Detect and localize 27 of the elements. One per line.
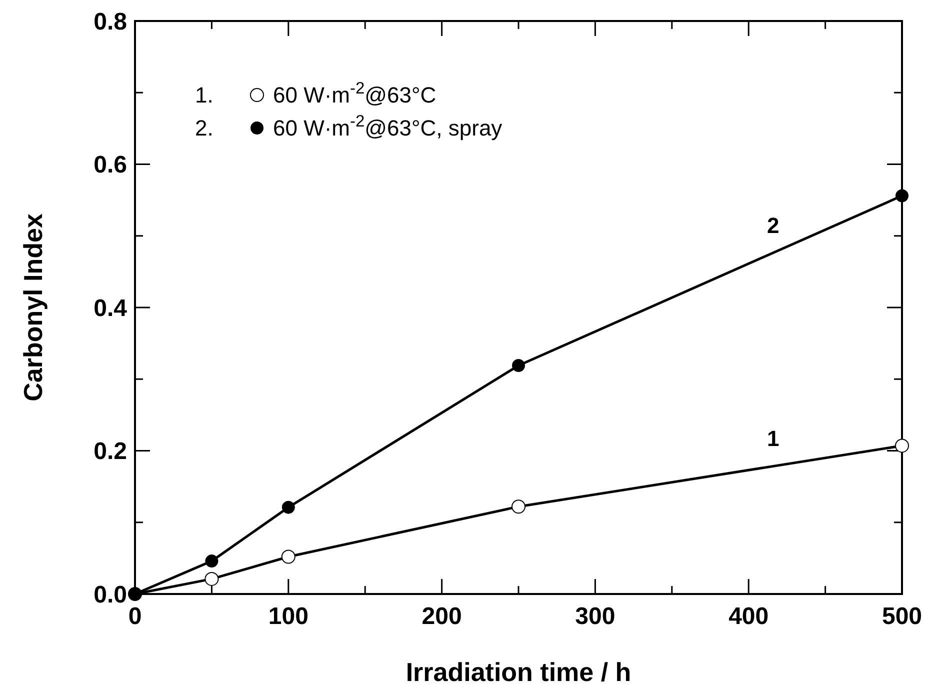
legend-label: 60 W·m$^{-2}$@63°C <box>273 80 436 108</box>
point <box>896 189 908 202</box>
point <box>895 438 909 453</box>
y-tick-label: 0.6 <box>94 152 127 179</box>
x-tick-label: 0 <box>128 603 142 630</box>
point <box>512 500 526 514</box>
annotation: 2. <box>195 116 214 141</box>
y-axis-title: Carbonyl Index <box>18 213 48 402</box>
point <box>512 359 525 372</box>
annotation: 1 <box>767 426 780 452</box>
annotation: 2 <box>767 212 780 238</box>
point <box>205 554 218 568</box>
legend-label: 60 W·m$^{-2}$@63°C, spray <box>273 112 502 141</box>
point <box>282 500 295 514</box>
x-tick-label: 200 <box>422 603 462 630</box>
x-tick-label: 400 <box>728 603 769 630</box>
point <box>204 572 219 586</box>
x-axis-title: Irradiation time / h <box>406 657 632 687</box>
text: 0.0 <box>94 581 127 608</box>
annotation: 1. <box>195 82 214 108</box>
point <box>281 550 296 564</box>
x-tick-label: 300 <box>575 603 616 630</box>
y-tick-label: 0.4 <box>94 294 128 322</box>
y-tick-label: 0.2 <box>94 438 127 466</box>
x-tick-label: 100 <box>268 603 308 630</box>
y-tick-label: 0.8 <box>94 8 127 36</box>
x-tick-label: 500 <box>882 603 922 630</box>
